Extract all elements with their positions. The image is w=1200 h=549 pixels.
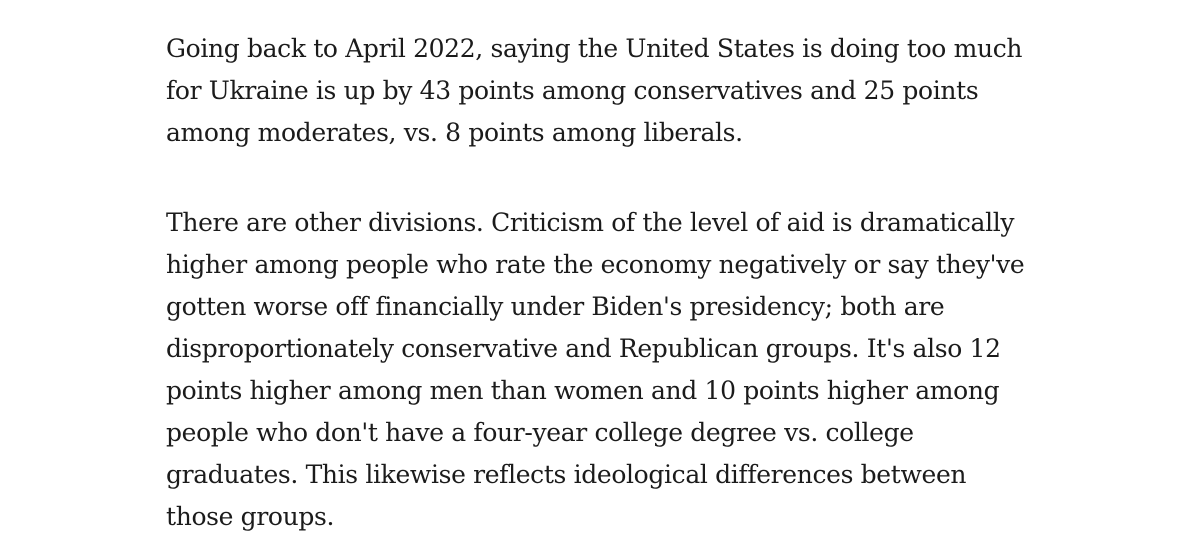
paragraph-line: among moderates, vs. 8 points among libe… <box>166 118 743 147</box>
paragraph-line: gotten worse off financially under Biden… <box>166 292 945 321</box>
paragraph-line: There are other divisions. Criticism of … <box>166 208 1015 237</box>
paragraph-line: for Ukraine is up by 43 points among con… <box>166 76 979 105</box>
paragraph-line: points higher among men than women and 1… <box>166 376 1000 405</box>
article-body: Going back to April 2022, saying the Uni… <box>166 28 1046 538</box>
paragraph-line: Going back to April 2022, saying the Uni… <box>166 34 1023 63</box>
article-paragraph-ukraine-trend: Going back to April 2022, saying the Uni… <box>166 28 1046 154</box>
paragraph-line: people who don't have a four-year colleg… <box>166 418 914 447</box>
paragraph-line: those groups. <box>166 502 335 531</box>
paragraph-line: higher among people who rate the economy… <box>166 250 1025 279</box>
article-paragraph-other-divisions: There are other divisions. Criticism of … <box>166 202 1046 538</box>
paragraph-line: disproportionately conservative and Repu… <box>166 334 1001 363</box>
paragraph-line: graduates. This likewise reflects ideolo… <box>166 460 967 489</box>
